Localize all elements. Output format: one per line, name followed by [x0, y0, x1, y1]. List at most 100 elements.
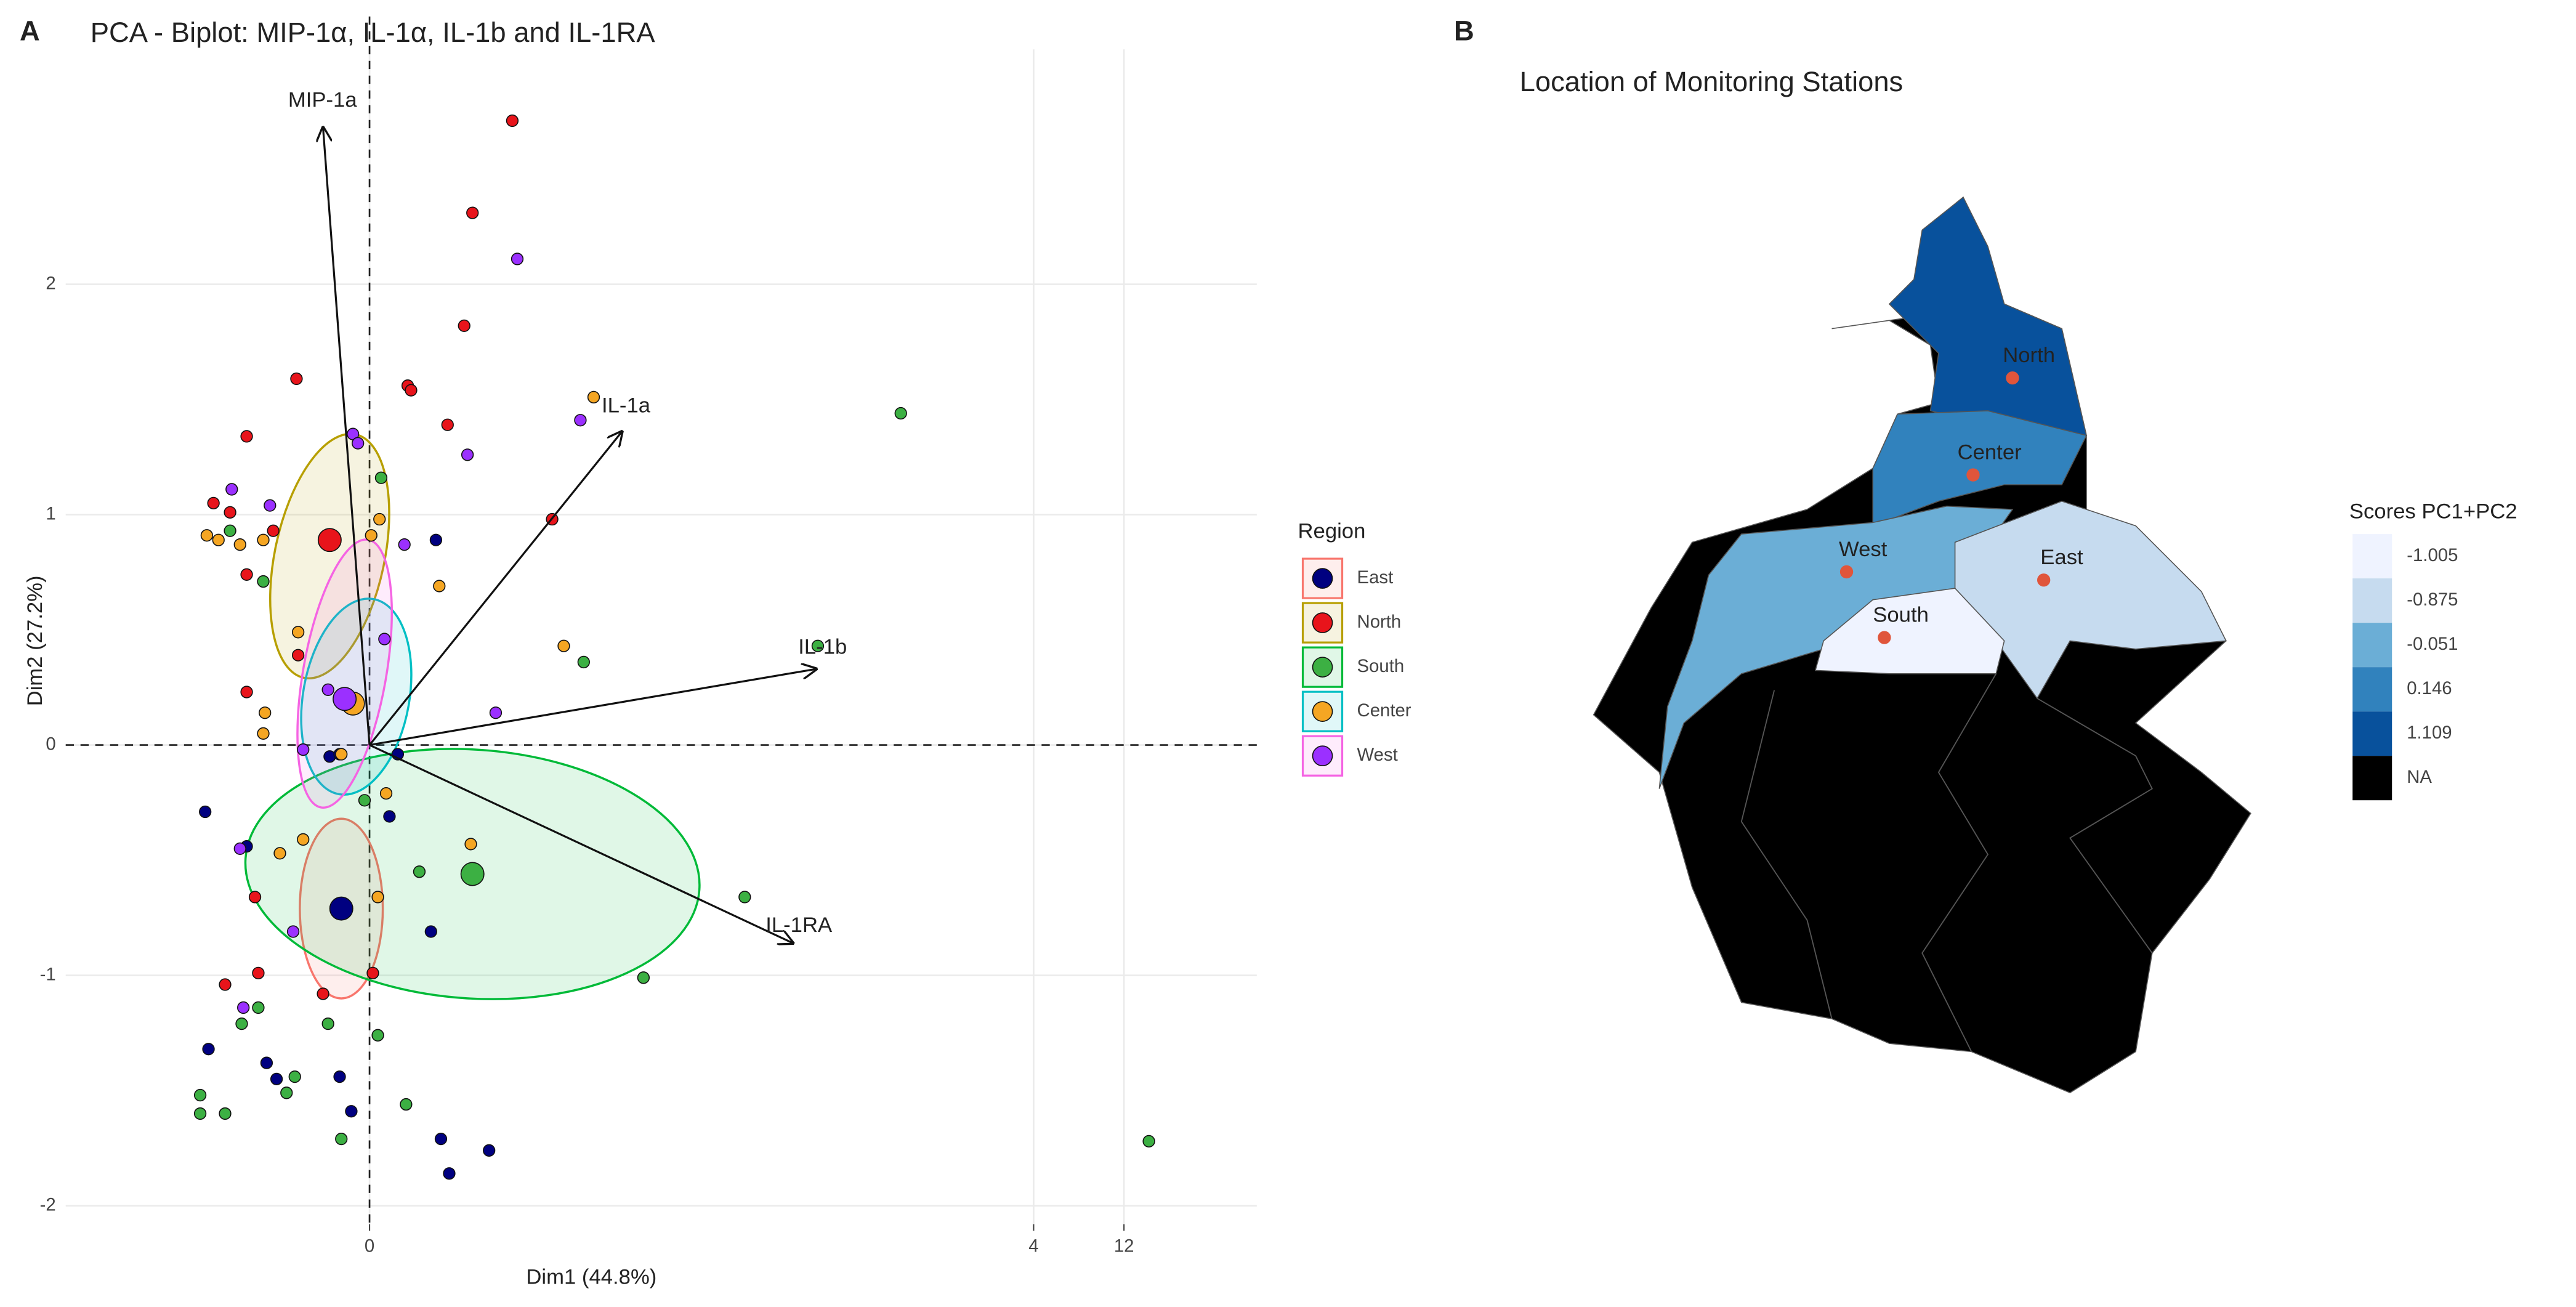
- point: [240, 568, 253, 581]
- point: [225, 483, 238, 496]
- arrow-label: IL-1RA: [765, 913, 833, 937]
- point: [257, 533, 270, 546]
- point: [297, 833, 310, 846]
- map-border: [1740, 690, 1833, 1019]
- point: [317, 987, 329, 1000]
- station: [2037, 573, 2051, 587]
- point: [398, 538, 411, 551]
- map-panel: B Location of Monitoring Stations North …: [1454, 15, 2517, 1093]
- point: [400, 1098, 413, 1111]
- legend-label: West: [1357, 745, 1398, 765]
- region-center: [1872, 410, 2088, 527]
- point: [574, 414, 587, 427]
- point: [224, 524, 236, 537]
- legend-label: -1.005: [2407, 545, 2458, 565]
- point: [248, 891, 262, 904]
- point: [335, 1132, 348, 1146]
- station: [1878, 631, 1891, 644]
- point: [286, 925, 300, 938]
- point: [291, 649, 305, 662]
- point: [434, 1132, 448, 1146]
- map-border: [2037, 698, 2153, 953]
- point: [464, 838, 477, 851]
- point: [219, 978, 232, 991]
- point: [224, 506, 236, 519]
- point: [461, 448, 474, 461]
- point: [557, 639, 570, 652]
- point: [200, 529, 213, 542]
- x-tick-label: 12: [1114, 1236, 1134, 1256]
- point: [506, 114, 519, 127]
- point: [235, 1017, 248, 1030]
- loading-arrow: [323, 127, 371, 745]
- legend-swatch: [2352, 578, 2392, 623]
- point: [483, 1144, 496, 1157]
- region-north: [1888, 196, 2088, 436]
- point: [738, 891, 751, 904]
- point: [577, 655, 590, 669]
- point: [413, 865, 426, 878]
- point: [405, 384, 418, 397]
- y-tick-label: 2: [46, 273, 55, 293]
- group-mean: [329, 896, 353, 921]
- legend-label: NA: [2407, 767, 2432, 787]
- point: [374, 471, 388, 484]
- point: [260, 1056, 273, 1069]
- x-tick-label: 0: [365, 1236, 374, 1256]
- region-west: [1658, 505, 2014, 789]
- legend-label: 0.146: [2407, 678, 2452, 698]
- x-axis-label: Dim1 (44.8%): [526, 1266, 656, 1289]
- group-mean: [333, 687, 357, 711]
- legend-title: Scores PC1+PC2: [2349, 500, 2517, 524]
- point: [290, 372, 303, 386]
- loading-arrow: [368, 432, 622, 746]
- arrow-label: IL-1a: [602, 394, 651, 418]
- point: [433, 580, 446, 593]
- y-tick-label: -2: [40, 1194, 56, 1215]
- panel-label: A: [20, 15, 40, 46]
- point: [297, 743, 310, 756]
- point: [424, 925, 437, 938]
- station: [2006, 371, 2019, 385]
- point: [219, 1107, 232, 1120]
- legend-swatch: [1312, 701, 1333, 722]
- y-tick-label: 0: [46, 734, 55, 754]
- group-mean: [460, 862, 485, 886]
- legend-label: East: [1357, 567, 1394, 588]
- y-axis-label: Dim2 (27.2%): [23, 575, 47, 706]
- loading-arrow: [369, 744, 793, 944]
- point: [441, 418, 454, 431]
- point: [291, 626, 305, 639]
- point: [371, 891, 384, 904]
- legend-swatch: [1312, 657, 1333, 678]
- group-mean: [317, 528, 342, 552]
- point: [257, 727, 270, 740]
- chart-title: Location of Monitoring Stations: [1520, 66, 1904, 97]
- legend-swatch: [1312, 568, 1333, 589]
- point: [237, 1001, 250, 1014]
- point: [240, 686, 253, 698]
- point: [321, 683, 334, 696]
- legend-label: -0.051: [2407, 634, 2458, 654]
- point: [252, 966, 265, 979]
- legend-swatch: [2352, 756, 2392, 801]
- point: [358, 794, 371, 807]
- point: [811, 639, 825, 652]
- point: [193, 1088, 207, 1102]
- point: [443, 1167, 456, 1180]
- legend-swatch: [2352, 711, 2392, 756]
- point: [202, 1043, 215, 1056]
- legend-label: 1.109: [2407, 722, 2452, 743]
- legend-label: -0.875: [2407, 589, 2458, 610]
- point: [511, 253, 524, 265]
- region-label: Center: [1958, 440, 2022, 464]
- legend-label: South: [1357, 656, 1405, 676]
- legend-swatch: [2352, 623, 2392, 668]
- point: [259, 706, 272, 719]
- point: [429, 533, 443, 546]
- point: [199, 805, 212, 819]
- legend-key: [1301, 557, 1344, 599]
- point: [489, 706, 503, 719]
- point: [252, 1001, 265, 1014]
